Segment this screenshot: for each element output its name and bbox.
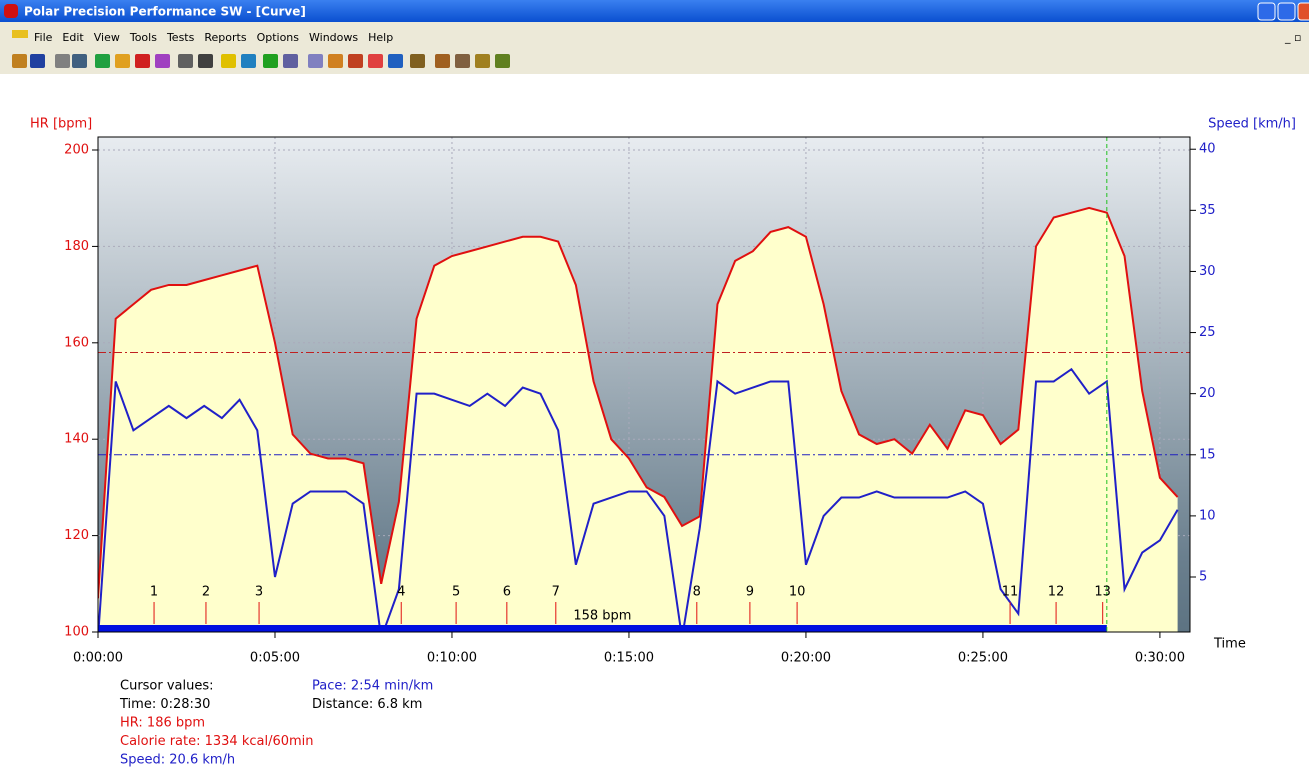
zone-label: 158 bpm <box>573 609 631 624</box>
y2-tick-label: 15 <box>1199 447 1216 462</box>
app-icon <box>4 4 18 18</box>
hr-area <box>98 207 1178 632</box>
menu-toolbar-area <box>0 22 1309 74</box>
toolbar-button[interactable] <box>388 54 403 68</box>
toolbar-button[interactable] <box>308 54 323 68</box>
plot <box>98 137 1190 632</box>
menu-icon <box>12 30 28 38</box>
toolbar-button[interactable] <box>435 54 450 68</box>
x-tick-label: 0:15:00 <box>604 651 654 666</box>
cursor-value: Calorie rate: 1334 kcal/60min <box>120 734 314 749</box>
lap-label: 13 <box>1094 585 1111 600</box>
toolbar-button[interactable] <box>198 54 213 68</box>
menu-item[interactable]: Tools <box>129 31 157 44</box>
window-title: Polar Precision Performance SW - [Curve] <box>24 5 306 19</box>
toolbar-button[interactable] <box>410 54 425 68</box>
x-axis-label: Time <box>1213 637 1246 652</box>
menu-item[interactable]: Reports <box>204 31 246 44</box>
plot-frame <box>97 136 1191 633</box>
toolbar-button[interactable] <box>283 54 298 68</box>
speed-line <box>98 367 1179 632</box>
toolbar-button[interactable] <box>475 54 490 68</box>
cursor-value: HR: 186 bpm <box>120 716 205 731</box>
toolbar <box>12 54 510 68</box>
y2-tick-label: 30 <box>1199 264 1216 279</box>
cursor-values: Cursor values: Time: 0:28:30 HR: 186 bpm Ca… <box>119 679 433 768</box>
toolbar-button[interactable] <box>263 54 278 68</box>
menu-item[interactable]: Windows <box>309 31 358 44</box>
x-tick-label: 0:10:00 <box>427 651 477 666</box>
menu-item[interactable]: Tests <box>166 31 195 44</box>
cursor-value: Pace: 2:54 min/km <box>312 679 433 694</box>
y-tick-label: 120 <box>64 528 89 543</box>
lap-label: 1 <box>150 585 158 600</box>
toolbar-button[interactable] <box>368 54 383 68</box>
close-button[interactable] <box>1297 2 1309 21</box>
toolbar-button[interactable] <box>495 54 510 68</box>
lap-label: 12 <box>1048 585 1065 600</box>
menu-bar: File Edit View Tools Tests Reports Options Wind… <box>12 30 1301 44</box>
y2-axis-label: Speed [km/h] <box>1208 117 1296 132</box>
lap-label: 9 <box>746 585 754 600</box>
hr-line <box>98 206 1179 599</box>
y2-tick-label: 10 <box>1199 508 1216 523</box>
toolbar-button[interactable] <box>55 54 70 68</box>
lap-label: 11 <box>1002 585 1019 600</box>
lap-label: 6 <box>503 585 511 600</box>
cursor-value: Cursor values: <box>120 679 214 694</box>
y-tick-label: 160 <box>64 335 89 350</box>
mdi-buttons: _ ▫ <box>1284 31 1301 44</box>
y-tick-label: 100 <box>64 625 89 640</box>
lap-label: 3 <box>255 585 263 600</box>
minimize-button[interactable] <box>1257 2 1276 21</box>
toolbar-button[interactable] <box>241 54 256 68</box>
toolbar-button[interactable] <box>348 54 363 68</box>
maximize-button[interactable] <box>1277 2 1296 21</box>
y2-tick-label: 20 <box>1199 386 1216 401</box>
toolbar-button[interactable] <box>95 54 110 68</box>
lap-label: 8 <box>693 585 701 600</box>
x-tick-label: 0:30:00 <box>1135 651 1185 666</box>
toolbar-button[interactable] <box>455 54 470 68</box>
toolbar-button[interactable] <box>328 54 343 68</box>
lap-label: 10 <box>789 585 806 600</box>
x-tick-label: 0:05:00 <box>250 651 300 666</box>
menu-item[interactable]: View <box>94 31 120 44</box>
toolbar-button[interactable] <box>155 54 170 68</box>
toolbar-button[interactable] <box>221 54 236 68</box>
menu-item[interactable]: Options <box>257 31 300 44</box>
zone-bar <box>98 625 1107 632</box>
title-bar <box>0 0 1309 22</box>
cursor-value: Time: 0:28:30 <box>119 697 210 712</box>
y2-tick-label: 5 <box>1199 570 1207 585</box>
y-tick-label: 200 <box>64 143 89 158</box>
toolbar-button[interactable] <box>72 54 87 68</box>
toolbar-button[interactable] <box>178 54 193 68</box>
x-tick-label: 0:25:00 <box>958 651 1008 666</box>
menu-item[interactable]: File <box>34 31 53 44</box>
toolbar-button[interactable] <box>135 54 150 68</box>
x-tick-label: 0:00:00 <box>73 651 123 666</box>
lap-label: 7 <box>552 585 560 600</box>
y-axis-label: HR [bpm] <box>30 117 92 132</box>
y2-tick-label: 35 <box>1199 203 1216 218</box>
toolbar-button[interactable] <box>115 54 130 68</box>
y2-tick-label: 25 <box>1199 325 1216 340</box>
lap-label: 4 <box>397 585 405 600</box>
menu-item[interactable]: Help <box>368 31 393 44</box>
menu-item[interactable]: Edit <box>62 31 84 44</box>
cursor-value: Speed: 20.6 km/h <box>120 753 235 768</box>
toolbar-button[interactable] <box>12 54 27 68</box>
toolbar-button[interactable] <box>30 54 45 68</box>
x-tick-label: 0:20:00 <box>781 651 831 666</box>
cursor-value: Distance: 6.8 km <box>312 697 422 712</box>
y-tick-label: 180 <box>64 239 89 254</box>
lap-label: 2 <box>202 585 210 600</box>
lap-label: 5 <box>452 585 460 600</box>
y2-tick-label: 40 <box>1199 142 1216 157</box>
y-tick-label: 140 <box>64 432 89 447</box>
